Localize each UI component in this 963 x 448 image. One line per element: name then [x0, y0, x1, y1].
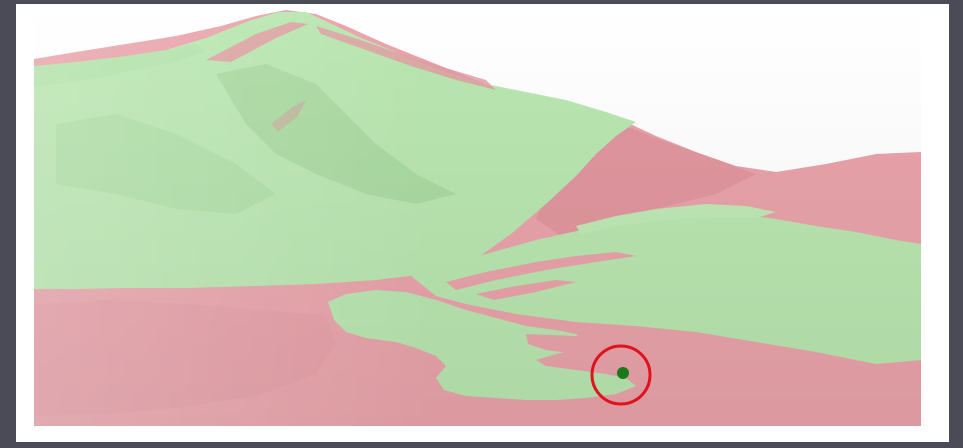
- target-circle-icon: [590, 344, 652, 406]
- viewshed-terrain-map: [34, 4, 921, 426]
- terrain-highlight: [34, 4, 434, 426]
- observer-location-icon: [617, 367, 629, 379]
- map-frame: [16, 4, 949, 442]
